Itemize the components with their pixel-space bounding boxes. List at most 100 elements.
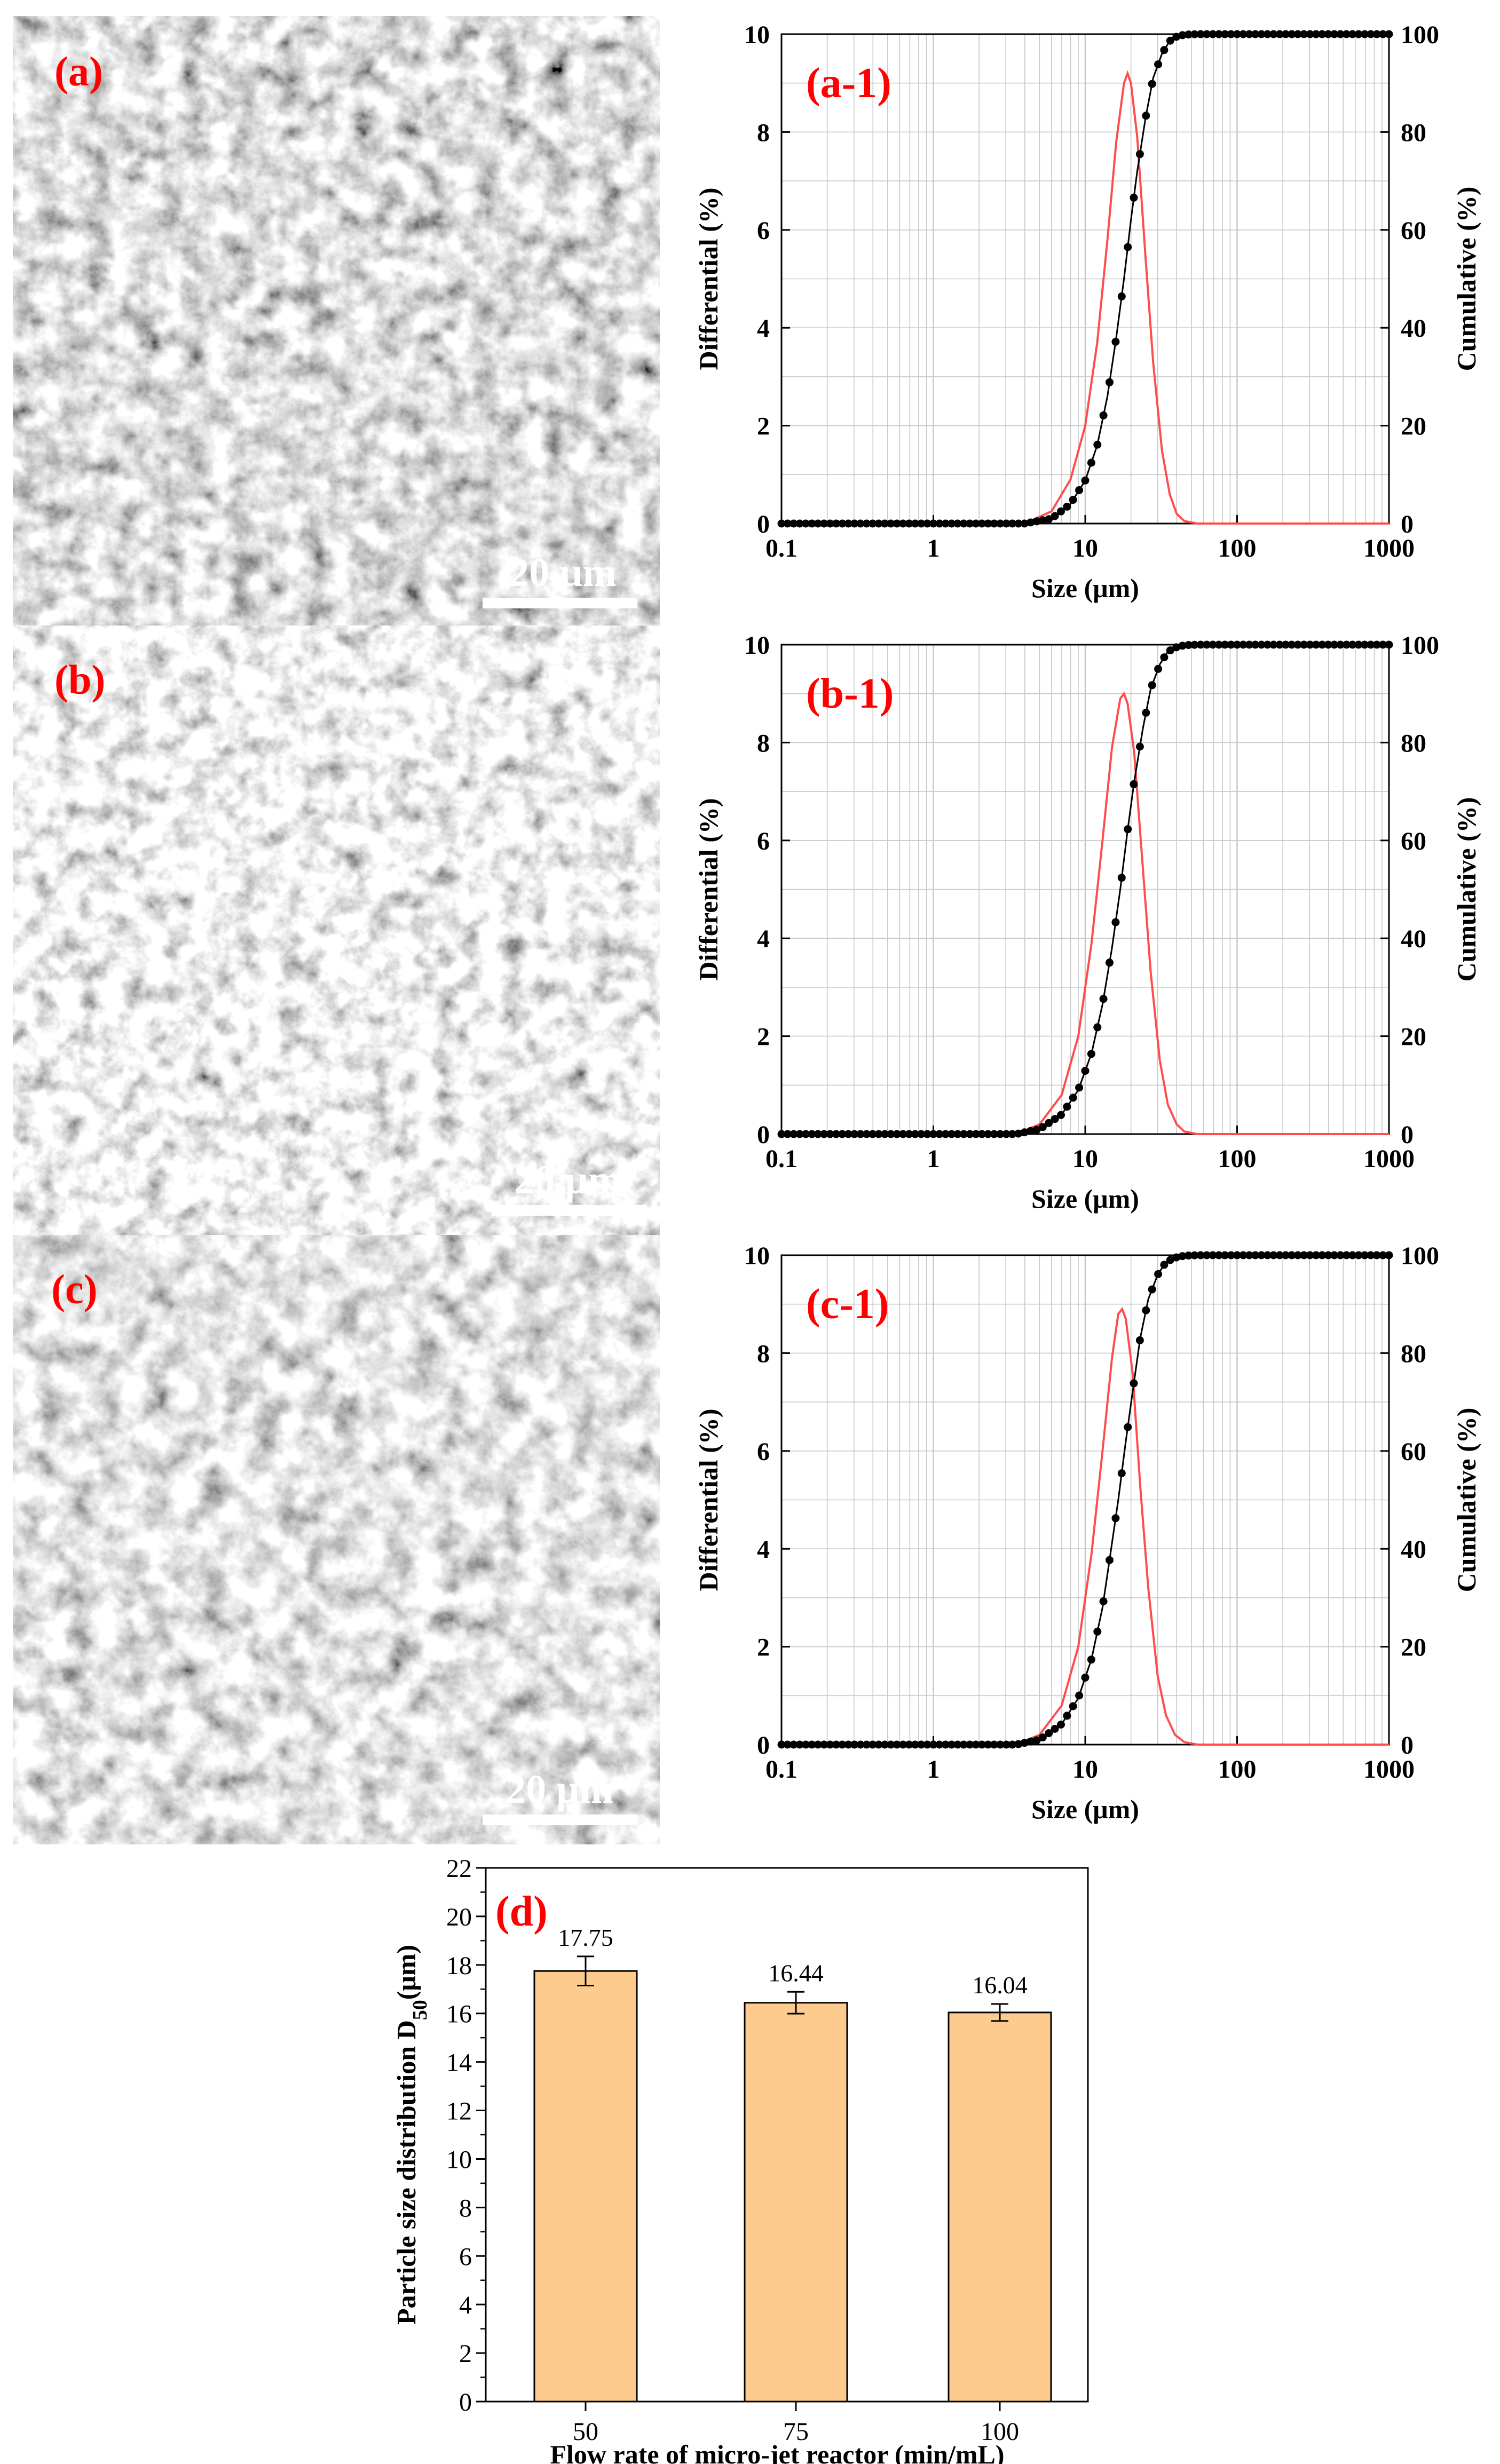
cumulative-marker <box>887 1740 895 1749</box>
cumulative-marker <box>1148 1285 1156 1294</box>
cumulative-marker <box>953 1130 962 1138</box>
cumulative-marker <box>844 1740 852 1749</box>
cumulative-marker <box>1300 640 1308 649</box>
y-tick-label: 16 <box>446 2000 472 2029</box>
y-right-tick-label: 0 <box>1401 510 1414 538</box>
cumulative-marker <box>1361 30 1369 38</box>
differential-line <box>781 691 1389 1135</box>
cumulative-marker <box>1172 33 1181 41</box>
cumulative-marker <box>1027 1127 1035 1135</box>
cumulative-marker <box>1282 640 1290 649</box>
cumulative-marker <box>832 1130 840 1138</box>
cumulative-marker <box>1160 46 1169 54</box>
x-tick-label: 100 <box>1218 1755 1257 1784</box>
cumulative-marker <box>1130 1379 1138 1388</box>
cumulative-marker <box>1185 641 1193 649</box>
bar <box>533 1970 638 2403</box>
cumulative-marker <box>1221 1251 1229 1259</box>
cumulative-marker <box>1348 30 1357 38</box>
cumulative-marker <box>826 519 834 528</box>
cumulative-marker <box>948 519 956 528</box>
cumulative-marker <box>1203 30 1211 38</box>
cumulative-marker <box>856 1130 865 1138</box>
y-left-tick-label: 4 <box>757 925 770 953</box>
cumulative-marker <box>1166 1256 1174 1264</box>
x-tick-label: 0.1 <box>765 1755 798 1784</box>
y-right-axis-title: Cumulative (%) <box>1451 1408 1481 1593</box>
cumulative-marker <box>1288 30 1296 38</box>
cumulative-marker <box>1214 1251 1223 1259</box>
cumulative-marker <box>862 1740 871 1749</box>
cumulative-marker <box>1038 1733 1047 1742</box>
cumulative-marker <box>1336 1251 1345 1259</box>
cumulative-marker <box>1148 681 1156 690</box>
cumulative-marker <box>1257 640 1266 649</box>
cumulative-marker <box>1002 519 1010 528</box>
cumulative-marker <box>1130 193 1138 202</box>
cumulative-marker <box>1111 1514 1120 1523</box>
cumulative-marker <box>984 1740 992 1749</box>
cumulative-marker <box>1190 640 1199 649</box>
cumulative-marker <box>959 1740 968 1749</box>
panel-label: (a-1) <box>806 60 891 107</box>
cumulative-marker <box>1002 1740 1010 1749</box>
cumulative-marker <box>1057 1721 1065 1729</box>
y-tick-label: 18 <box>446 1952 472 1980</box>
x-tick-label: 100 <box>1218 534 1257 562</box>
cumulative-marker <box>1014 1129 1023 1138</box>
cumulative-marker <box>1251 30 1260 38</box>
cumulative-marker <box>1142 709 1150 717</box>
cumulative-marker <box>1008 519 1016 528</box>
cumulative-marker <box>996 1740 1005 1749</box>
cumulative-marker <box>905 519 913 528</box>
y-right-tick-label: 0 <box>1401 1731 1414 1760</box>
cumulative-marker <box>1282 1251 1290 1259</box>
y-right-tick-label: 60 <box>1401 217 1426 245</box>
cumulative-marker <box>1324 640 1332 649</box>
differential-line <box>781 70 1389 525</box>
cumulative-marker <box>1269 1251 1278 1259</box>
sem-image-c: (c) 20 μm <box>13 1235 660 1844</box>
cumulative-marker <box>1099 1597 1108 1605</box>
sem-image-b: (b) 20 μm <box>13 625 660 1235</box>
cumulative-marker <box>1020 1739 1029 1747</box>
cumulative-marker <box>1245 1251 1253 1259</box>
cumulative-marker <box>929 1740 937 1749</box>
cumulative-marker <box>1106 378 1114 386</box>
cumulative-marker <box>1166 36 1174 45</box>
y-right-tick-label: 100 <box>1401 1242 1439 1270</box>
cumulative-marker <box>1312 1251 1320 1259</box>
cumulative-marker <box>1251 640 1260 649</box>
cumulative-marker <box>990 1130 998 1138</box>
y-left-tick-label: 0 <box>757 1121 770 1149</box>
cumulative-marker <box>850 519 859 528</box>
cumulative-marker <box>1239 30 1248 38</box>
cumulative-marker <box>869 1740 877 1749</box>
bar <box>948 2011 1052 2403</box>
cumulative-marker <box>996 519 1005 528</box>
y-left-tick-label: 0 <box>757 510 770 538</box>
cumulative-marker <box>1269 640 1278 649</box>
cumulative-marker <box>1081 1673 1090 1682</box>
cumulative-marker <box>917 519 926 528</box>
cumulative-marker <box>1045 1729 1053 1738</box>
cumulative-marker <box>814 1130 822 1138</box>
y-tick-label: 0 <box>459 2388 472 2417</box>
cumulative-marker <box>1014 519 1023 528</box>
y-left-tick-label: 2 <box>757 413 770 441</box>
y-left-tick-label: 10 <box>744 1242 770 1270</box>
cumulative-marker <box>1293 1251 1302 1259</box>
cumulative-marker <box>777 1740 786 1749</box>
y-left-tick-label: 6 <box>757 217 770 245</box>
cumulative-marker <box>972 1130 980 1138</box>
cumulative-marker <box>856 519 865 528</box>
cumulative-marker <box>923 519 931 528</box>
cumulative-marker <box>984 1130 992 1138</box>
cumulative-marker <box>1190 1251 1199 1259</box>
cumulative-marker <box>1312 30 1320 38</box>
cumulative-marker <box>790 519 798 528</box>
x-tick-label: 1 <box>927 1755 940 1784</box>
cumulative-marker <box>1269 30 1278 38</box>
cumulative-marker <box>802 519 810 528</box>
cumulative-marker <box>899 1130 907 1138</box>
